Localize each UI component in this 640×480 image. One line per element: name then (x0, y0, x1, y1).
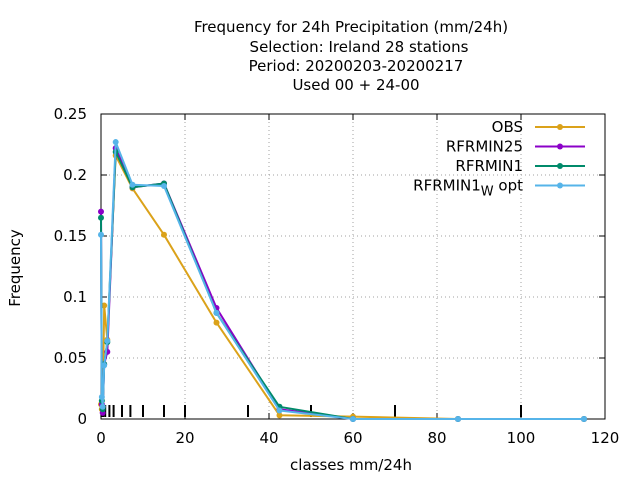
legend-label: RFRMIN25 (446, 138, 523, 156)
legend-swatch-point (557, 163, 563, 169)
data-point (99, 403, 106, 410)
y-tick-label: 0.2 (63, 166, 87, 184)
grid (101, 114, 605, 419)
legend-item: RFRMIN1W opt (413, 177, 585, 200)
x-tick-label: 120 (591, 429, 620, 447)
x-tick-label: 80 (427, 429, 446, 447)
x-tick-label: 100 (507, 429, 536, 447)
title-line-2: Selection: Ireland 28 stations (250, 38, 469, 56)
data-point (455, 416, 461, 422)
legend-swatch-point (557, 124, 563, 130)
title-line-3: Period: 20200203-20200217 (249, 57, 464, 75)
data-point (276, 412, 283, 419)
legend-label: RFRMIN1W opt (413, 177, 523, 200)
x-axis-label: classes mm/24h (290, 456, 412, 474)
data-point (161, 231, 167, 238)
legend-label: RFRMIN1 (455, 157, 523, 175)
y-tick-label: 0.1 (63, 288, 87, 306)
data-point (581, 416, 587, 422)
y-tick-label: 0.05 (54, 349, 87, 367)
y-tick-label: 0.25 (54, 105, 87, 123)
legend-swatch-point (557, 182, 563, 189)
data-point (98, 214, 104, 221)
chart-title: Frequency for 24h Precipitation (mm/24h)… (194, 18, 508, 94)
data-point (98, 394, 105, 401)
data-point (98, 231, 104, 238)
legend-label: OBS (492, 118, 523, 136)
x-tick-label: 40 (259, 429, 278, 447)
title-line-4: Used 00 + 24-00 (292, 76, 419, 94)
data-point (101, 362, 108, 369)
data-point (213, 309, 220, 316)
legend-item: OBS (492, 118, 585, 136)
axes: 0 0.05 0.1 0.15 0.2 0.25 0 20 40 60 80 100 120 (54, 105, 620, 447)
y-tick-label: 0.15 (54, 227, 87, 245)
data-point (161, 182, 167, 189)
legend-item: RFRMIN25 (446, 138, 585, 156)
data-point (350, 416, 356, 422)
legend-item: RFRMIN1 (455, 157, 585, 175)
title-line-1: Frequency for 24h Precipitation (mm/24h) (194, 18, 508, 36)
data-point (98, 208, 104, 215)
x-tick-label: 60 (343, 429, 362, 447)
y-tick-label: 0 (77, 410, 87, 428)
data-point (129, 181, 136, 188)
legend-swatch-point (557, 143, 563, 150)
data-point (101, 302, 108, 309)
x-tick-label: 20 (175, 429, 194, 447)
data-point (213, 319, 220, 326)
data-point (276, 407, 283, 414)
x-tick-label: 0 (96, 429, 106, 447)
series-4 (98, 139, 587, 422)
series-line (100, 154, 584, 420)
y-axis-label: Frequency (6, 229, 24, 307)
data-point (112, 139, 119, 146)
data-series (98, 139, 587, 422)
data-point (104, 337, 111, 344)
